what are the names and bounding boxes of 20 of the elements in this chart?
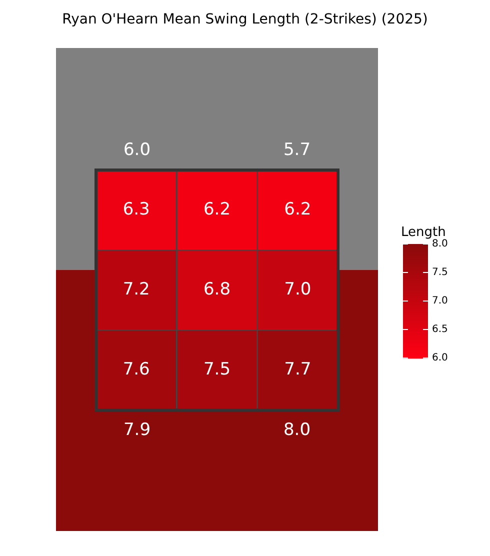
data-label: 6.2 bbox=[203, 199, 231, 220]
text: 8.0 bbox=[282, 419, 312, 441]
color-bar-label: 7.5 bbox=[432, 267, 448, 278]
color-bar-label: 6.0 bbox=[432, 352, 448, 364]
color-bar-label: 7.0 bbox=[432, 296, 448, 307]
data-label: 7.7 bbox=[284, 359, 312, 380]
data-label: 7.0 bbox=[284, 279, 312, 300]
data-label: 6.3 bbox=[122, 199, 150, 220]
chart-title: Ryan O'Hearn Mean Swing Length (2-Strikes) (2025) bbox=[62, 12, 428, 28]
text: 6.0 bbox=[122, 139, 152, 161]
data-label: 7.5 bbox=[203, 359, 231, 380]
color-bar-title: Length bbox=[401, 225, 446, 240]
data-label: 7.6 bbox=[122, 359, 150, 380]
color-bar-label: 8.0 bbox=[432, 238, 448, 250]
text: 5.7 bbox=[282, 139, 312, 161]
text: 7.9 bbox=[122, 419, 152, 441]
data-label: 6.8 bbox=[203, 279, 231, 300]
data-label: 7.2 bbox=[122, 279, 150, 300]
color-bar-label: 6.5 bbox=[432, 324, 448, 336]
data-label: 6.2 bbox=[284, 199, 312, 220]
